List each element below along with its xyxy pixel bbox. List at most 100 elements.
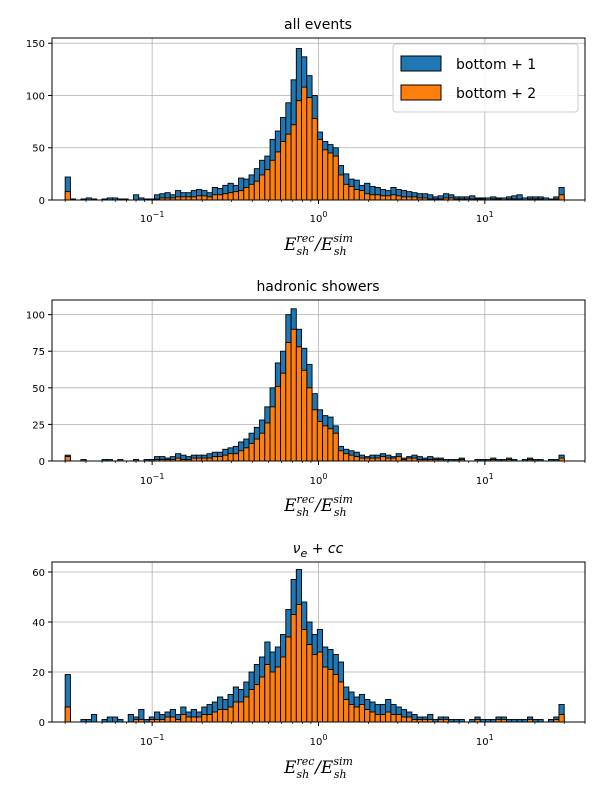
bar [222,454,229,462]
x-tick-label: 101 [476,210,494,225]
bar [406,716,413,723]
bar [248,689,255,723]
bar [311,118,318,201]
bar [264,422,271,462]
bar [243,447,250,462]
bar [238,701,245,723]
y-axis: 0 25 50 75 100 [26,311,52,468]
bar [369,194,376,201]
x-axis: 10−1 100 101 [64,461,586,487]
bar [311,654,318,723]
bar [196,195,203,201]
bar [127,714,134,723]
y-tick-label: 100 [26,91,45,102]
x-tick-label: 100 [310,472,328,487]
bar [217,456,224,462]
bar [274,666,281,723]
legend: bottom + 1 bottom + 2 [392,43,579,113]
y-tick-label: 50 [32,384,45,395]
bar [211,456,218,462]
y-tick-label: 0 [39,718,45,729]
bar [222,193,229,201]
bar [206,714,213,723]
bar [390,714,397,723]
bar [222,709,229,723]
y-tick-label: 60 [32,568,45,579]
bar [290,614,297,723]
bar [217,194,224,201]
chart-title: hadronic showers [256,279,379,295]
y-tick-label: 40 [32,618,45,629]
bar [364,709,371,723]
bar [379,195,387,201]
bar [264,169,271,201]
bar [227,453,234,462]
series-bottom-plus-2 [64,328,565,462]
bar [285,133,292,201]
bar [301,629,308,723]
bar [290,124,297,201]
bar [196,716,203,723]
bar [327,669,334,723]
bar [133,194,140,201]
bar [343,183,350,201]
bar [211,711,218,723]
bar [395,714,402,723]
bar [322,425,329,462]
bar [322,666,329,723]
bar [358,704,366,723]
bar [327,152,334,201]
legend-swatch-bottom-plus-1 [400,55,442,72]
y-tick-label: 0 [39,196,45,207]
bar [306,644,313,723]
bar [348,185,355,201]
bar [259,432,266,462]
bar [211,194,218,201]
bar [290,328,297,462]
bar [185,716,192,723]
x-tick-label: 101 [476,733,494,748]
bar [269,159,276,201]
y-tick-label: 20 [32,668,45,679]
bar [374,194,381,201]
y-tick-label: 100 [26,311,45,322]
bar [248,183,255,201]
bar [238,190,245,201]
bar [180,714,187,723]
panel-hadronic-showers: hadronic showers 0 25 50 75 100 10−1 100 101 Ere… [26,279,586,519]
bar [232,191,239,201]
bar [238,450,245,462]
bar [295,604,303,723]
legend-swatch-bottom-plus-2 [400,84,442,101]
bar [301,86,308,201]
bar [285,341,292,462]
bar [390,194,397,201]
x-axis-label: Erec sh/Esim sh [283,755,353,781]
bar [395,456,402,462]
bar [337,681,345,723]
bar [358,190,366,201]
chart-title: νe + cc [293,541,344,560]
bar [217,709,224,723]
bar [243,187,250,201]
series-bottom-plus-2 [64,86,565,201]
x-tick-label: 10−1 [140,210,165,225]
bar [558,714,565,723]
bar [274,385,281,462]
bar [295,346,303,462]
bar [190,716,197,723]
bar [274,151,281,201]
panel-all-events: all events 0 50 100 150 10−1 100 101 Erec sh/Esi… [26,17,586,258]
bar [348,704,355,723]
bar [90,714,98,723]
bar [301,369,308,462]
bar [259,676,266,723]
bar [311,409,318,462]
bar [164,716,171,723]
bar [201,714,208,723]
bar [385,711,392,723]
legend-label: bottom + 1 [456,57,536,73]
bar [353,706,360,723]
legend-label: bottom + 2 [456,86,536,102]
